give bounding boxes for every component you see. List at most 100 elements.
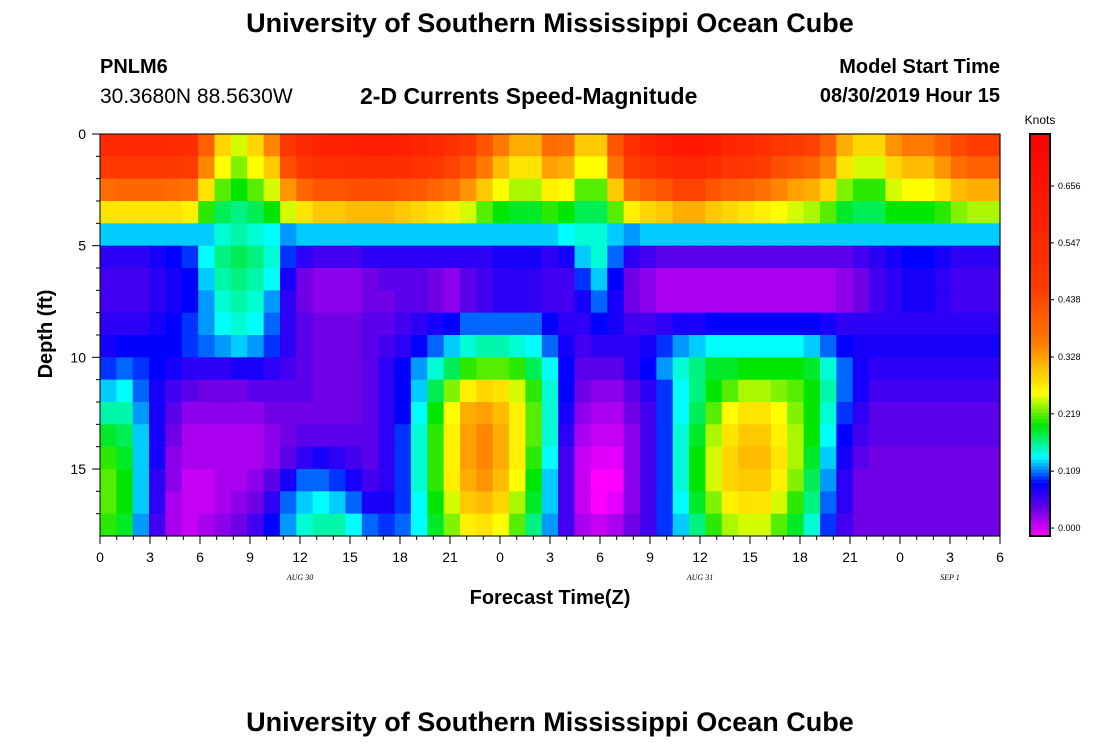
x-axis: 0 3 6 9 12 15 18 21 0 3 6 9 12 15 18 21 0 3 6 AUG 30 AUG 31 S… xyxy=(96,536,1004,582)
heatmap-cell xyxy=(607,223,625,247)
heatmap-cell xyxy=(509,469,527,492)
heatmap-cell xyxy=(476,178,494,202)
colorbar-segment xyxy=(1030,412,1050,416)
heatmap-cell xyxy=(885,156,903,180)
heatmap-cell xyxy=(181,357,199,381)
heatmap-cell xyxy=(132,156,150,180)
heatmap-cell xyxy=(950,134,968,157)
heatmap-cell xyxy=(558,312,576,336)
x-tick-label: 6 xyxy=(996,549,1004,565)
heatmap-cell xyxy=(852,156,870,180)
heatmap-cell xyxy=(312,469,330,492)
colorbar-segment xyxy=(1030,452,1050,457)
heatmap-cell xyxy=(820,245,837,269)
heatmap-cell xyxy=(443,312,461,336)
heatmap-cell xyxy=(116,379,134,403)
heatmap-cell xyxy=(950,178,968,202)
heatmap-cell xyxy=(836,134,854,157)
heatmap-cell xyxy=(443,201,461,224)
colorbar-segment xyxy=(1030,197,1050,202)
heatmap-cell xyxy=(558,178,576,202)
heatmap-cell xyxy=(950,335,968,358)
heatmap-cell xyxy=(950,402,968,425)
heatmap-cell xyxy=(541,469,559,492)
heatmap-cell xyxy=(296,379,314,403)
heatmap-cell xyxy=(934,491,952,515)
colorbar-segment xyxy=(1030,522,1050,527)
heatmap-cell xyxy=(574,312,592,336)
heatmap-cell xyxy=(100,402,117,425)
heatmap-cell xyxy=(247,201,265,224)
colorbar-tick-label: 0.328 xyxy=(1058,352,1081,362)
heatmap-cell xyxy=(116,290,134,314)
heatmap-cell xyxy=(525,513,543,537)
heatmap-cell xyxy=(198,134,216,157)
heatmap-cell xyxy=(329,491,347,515)
heatmap-cell xyxy=(672,290,690,314)
heatmap-cell xyxy=(852,469,870,492)
heatmap-cell xyxy=(869,178,887,202)
heatmap-cell xyxy=(460,178,477,202)
heatmap-cell xyxy=(983,178,1001,202)
heatmap-cell xyxy=(541,446,559,470)
heatmap-cell xyxy=(607,379,625,403)
colorbar-segment xyxy=(1030,375,1050,380)
heatmap-cell xyxy=(132,491,150,515)
heatmap-cell xyxy=(230,245,248,269)
heatmap-cell xyxy=(394,178,412,202)
heatmap-cell xyxy=(640,469,657,492)
x-tick-label: 6 xyxy=(596,549,604,565)
heatmap-cell xyxy=(443,134,461,157)
heatmap-cell xyxy=(787,268,805,291)
heatmap-cell xyxy=(901,513,919,537)
heatmap-cell xyxy=(770,201,788,224)
colorbar-segment xyxy=(1030,405,1050,410)
heatmap-cell xyxy=(394,424,412,448)
heatmap-cell xyxy=(656,156,674,180)
heatmap-cell xyxy=(410,335,428,358)
heatmap-cell xyxy=(901,245,919,269)
heatmap-cell xyxy=(492,379,510,403)
heatmap-cell xyxy=(394,513,412,537)
heatmap-cell xyxy=(509,513,527,537)
heatmap-cell xyxy=(132,178,150,202)
heatmap-cell xyxy=(198,312,216,336)
heatmap-cell xyxy=(525,469,543,492)
heatmap-cell xyxy=(509,201,527,224)
heatmap-cell xyxy=(198,156,216,180)
heatmap-cell xyxy=(558,513,576,537)
heatmap-cell xyxy=(967,268,985,291)
heatmap-cell xyxy=(329,178,347,202)
heatmap-cell xyxy=(345,469,363,492)
heatmap-cell xyxy=(509,335,527,358)
heatmap-cell xyxy=(427,335,445,358)
heatmap-cell xyxy=(558,491,576,515)
heatmap-cell xyxy=(607,312,625,336)
colorbar-segment xyxy=(1030,519,1050,524)
heatmap-cell xyxy=(640,379,657,403)
heatmap-cell xyxy=(149,402,167,425)
heatmap-cell xyxy=(263,290,281,314)
heatmap-cell xyxy=(492,357,510,381)
heatmap-cell xyxy=(149,424,167,448)
heatmap-cell xyxy=(361,469,379,492)
heatmap-cell xyxy=(754,290,772,314)
heatmap-cell xyxy=(721,424,739,448)
heatmap-cell xyxy=(754,379,772,403)
heatmap-cell xyxy=(689,335,707,358)
heatmap-cell xyxy=(378,335,396,358)
heatmap-cell xyxy=(427,134,445,157)
heatmap-cell xyxy=(263,379,281,403)
heatmap-cell xyxy=(721,290,739,314)
heatmap-cell xyxy=(361,134,379,157)
heatmap-cell xyxy=(607,469,625,492)
colorbar-segment xyxy=(1030,224,1050,229)
colorbar-segment xyxy=(1030,234,1050,239)
heatmap-cell xyxy=(689,446,707,470)
colorbar-segment xyxy=(1030,515,1050,520)
heatmap-cell xyxy=(165,513,183,537)
heatmap-cell xyxy=(116,245,134,269)
heatmap-cell xyxy=(820,268,837,291)
heatmap-cell xyxy=(181,290,199,314)
x-tick-label: 9 xyxy=(646,549,654,565)
